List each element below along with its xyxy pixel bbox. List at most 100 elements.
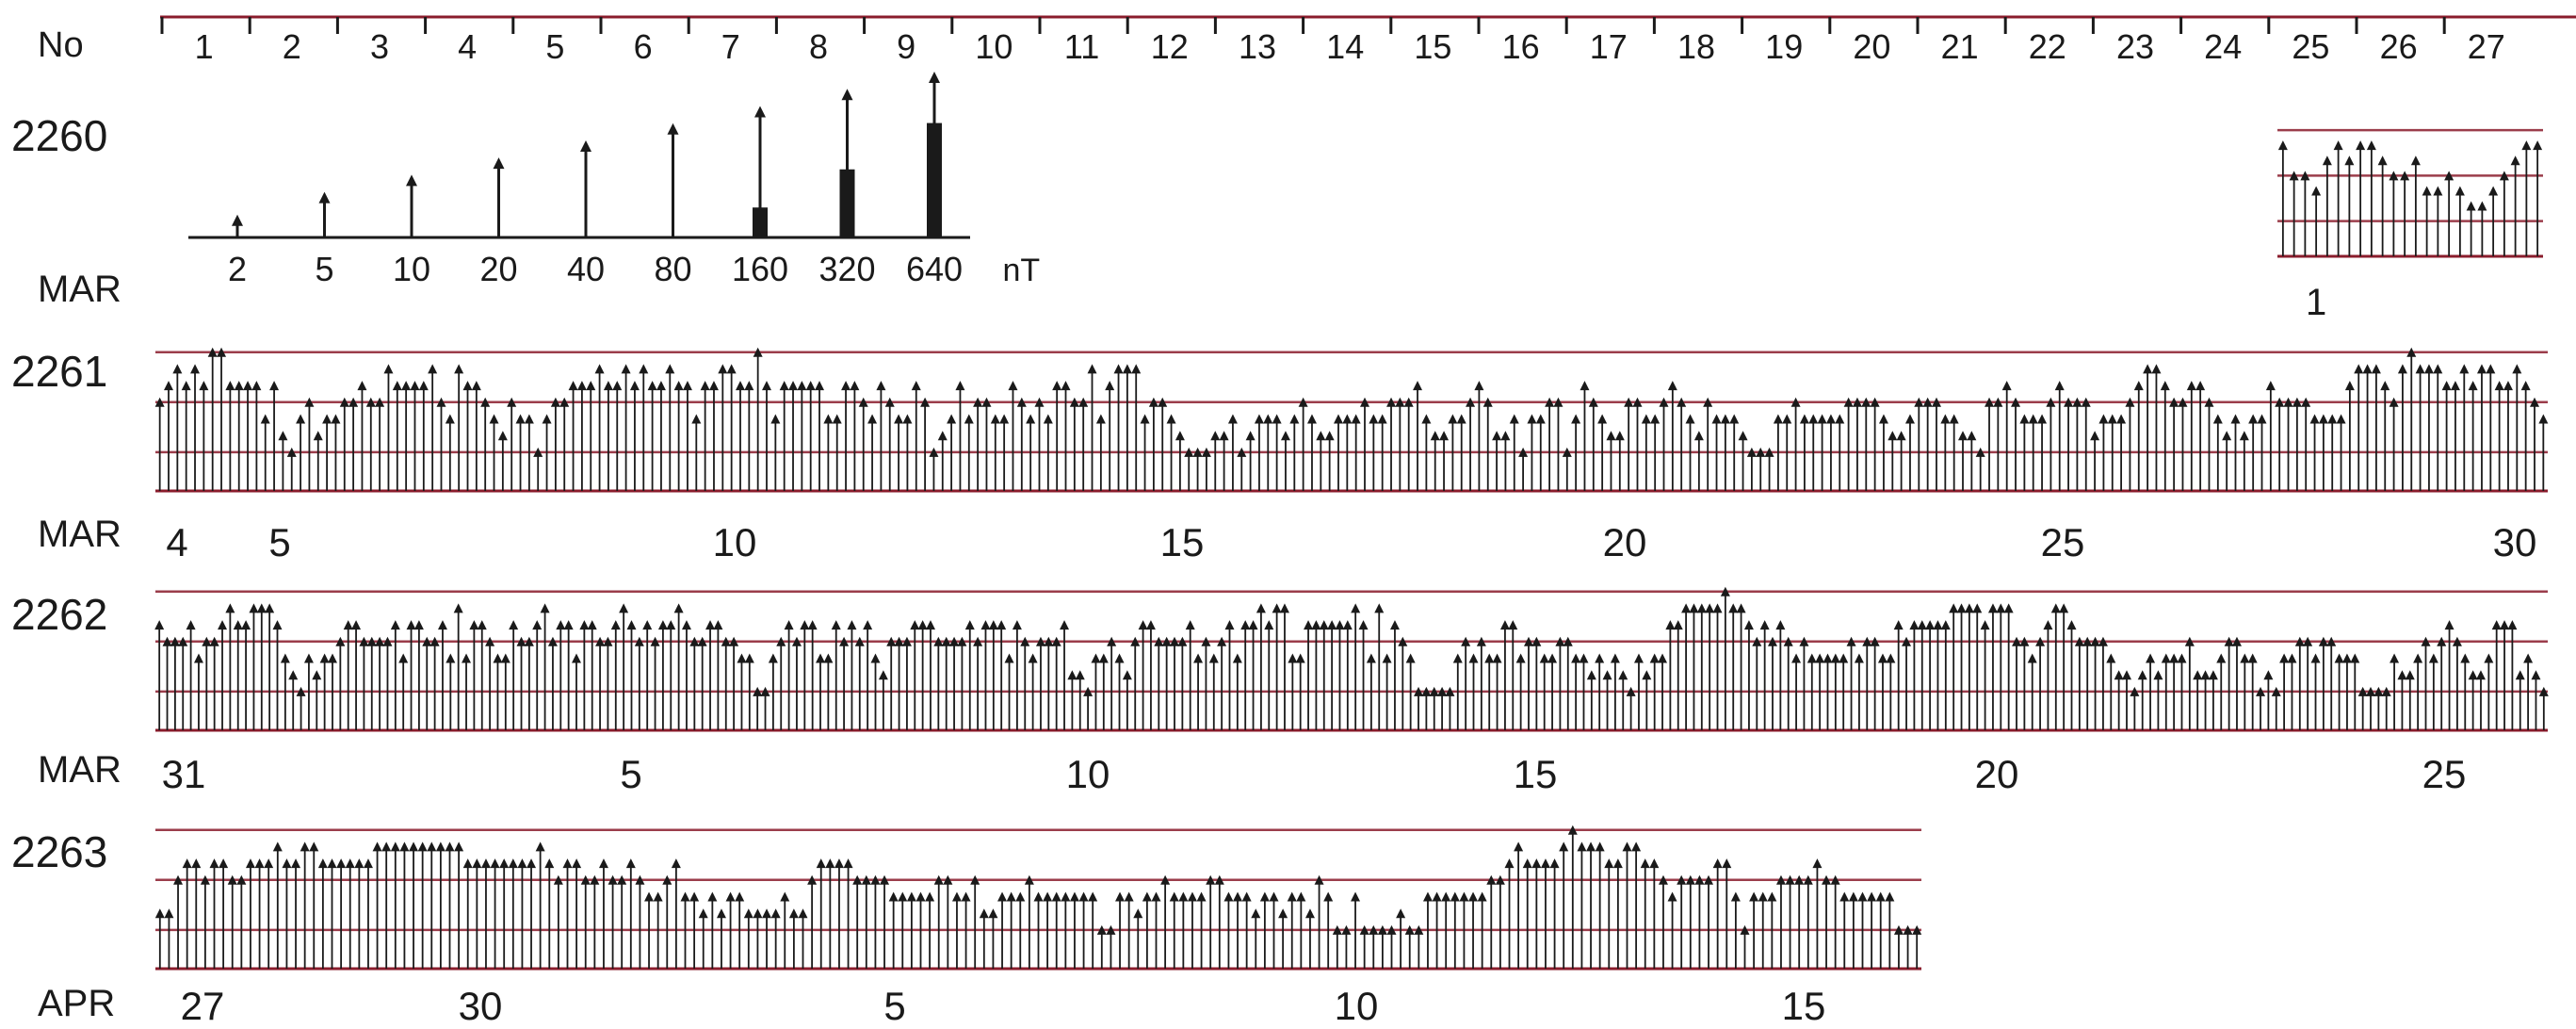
kp-bar-cap (1335, 620, 1345, 630)
kp-bar-cap (406, 620, 416, 630)
kp-bar-cap (251, 381, 262, 391)
kp-bar-cap (1026, 414, 1036, 424)
kp-bar-cap (562, 858, 573, 869)
kp-bar-cap (218, 620, 228, 630)
kp-bar-cap (915, 891, 926, 902)
kp-bar-cap (2494, 381, 2504, 391)
kp-bar-cap (2538, 414, 2549, 424)
rotation-day-header: No 1 2 3 4 5 6 7 8 9 10 11 12 13 14 15 16 17 18 19 20 21 22 23… (38, 15, 2576, 66)
kp-bar-cap (1468, 891, 1479, 902)
kp-bar-cap (1562, 447, 1572, 457)
kp-bar-cap (673, 381, 684, 391)
kp-bar-cap (363, 858, 373, 869)
kp-bar-cap (381, 841, 392, 852)
kp-bar-cap (707, 891, 718, 902)
kp-bar-cap (1482, 397, 1493, 407)
kp-bar-cap (2230, 414, 2241, 424)
rotation-number-label: 2261 (11, 347, 107, 396)
kp-bar-cap (1248, 620, 1258, 630)
kp-bar-cap (708, 381, 719, 391)
kp-bar-cap (499, 858, 510, 869)
header-day-label: 8 (809, 27, 828, 66)
header-day-label: 25 (2292, 27, 2329, 66)
kp-bar-cap (850, 381, 860, 391)
kp-bar-cap (164, 381, 174, 391)
kp-bar-cap (1241, 891, 1252, 902)
kp-bar-cap (1993, 397, 2003, 407)
kp-bar-cap (357, 381, 367, 391)
kp-bar-cap (1499, 620, 1510, 630)
kp-bar-cap (1492, 431, 1502, 441)
kp-bar-cap (2106, 653, 2116, 663)
kp-bar-cap (760, 686, 770, 696)
kp-bar-cap (2421, 636, 2431, 646)
kp-bar-cap (1078, 891, 1089, 902)
kp-bar-cap (304, 397, 315, 407)
kp-bar-cap (1217, 636, 1227, 646)
kp-bar-cap (2336, 414, 2346, 424)
legend-filled-bar (753, 207, 768, 237)
kp-bar-cap (1586, 841, 1596, 852)
kp-bar-cap (1319, 620, 1329, 630)
kp-bar-cap (1812, 858, 1823, 869)
kp-bar-cap (1782, 414, 1792, 424)
kp-bar-cap (2090, 431, 2100, 441)
kp-bar-cap (1553, 397, 1563, 407)
kp-bar-cap (427, 841, 437, 852)
kp-bar-cap (1185, 620, 1195, 630)
kp-bar-cap (462, 858, 473, 869)
kp-bar-cap (1078, 397, 1089, 407)
month-label: MAR (38, 514, 122, 555)
kp-bar-cap (1896, 431, 1906, 441)
rotation-row-2263: 2263 APR 27 30 5 10 15 (11, 825, 1922, 1028)
kp-bar-cap (2454, 186, 2465, 196)
kp-bar-cap (454, 364, 464, 374)
kp-bar-cap (662, 874, 672, 885)
kp-bar-cap (1051, 636, 1061, 646)
kp-bar-cap (2366, 140, 2376, 151)
kp-bar-cap (1044, 636, 1054, 646)
kp-bar-cap (1509, 414, 1519, 424)
kp-bar-cap (1414, 924, 1424, 935)
kp-bar-cap (312, 670, 322, 680)
kp-bar-cap (343, 620, 353, 630)
kp-bar-cap (587, 620, 597, 630)
kp-bar-cap (816, 858, 826, 869)
kp-bar-cap (1893, 924, 1904, 935)
kp-bar-cap (1272, 603, 1282, 613)
kp-bar-cap (354, 858, 365, 869)
kp-bar-cap (2072, 397, 2082, 407)
kp-bar-cap (689, 891, 700, 902)
kp-bar-cap (2499, 171, 2509, 181)
kp-bar-cap (925, 891, 935, 902)
kp-bar-cap (798, 908, 808, 919)
kp-bar-cap (1067, 670, 1077, 680)
kp-bar-cap (1852, 397, 1862, 407)
kp-bar-cap (626, 620, 637, 630)
kp-bar-cap (1441, 891, 1451, 902)
kp-bar-cap (2357, 686, 2368, 696)
kp-bar-cap (2043, 620, 2053, 630)
kp-bar-cap (870, 653, 881, 663)
day-tick-label: 5 (268, 520, 290, 564)
kp-bar-cap (816, 653, 826, 663)
kp-bar-cap (666, 620, 676, 630)
kp-bar-cap (533, 447, 543, 457)
kp-bar-cap (910, 620, 920, 630)
kp-bar-cap (725, 891, 736, 902)
kp-bar-cap (1160, 874, 1171, 885)
kp-bar-cap (768, 653, 778, 663)
kp-bar-cap (2326, 636, 2337, 646)
kp-bar-cap (665, 364, 675, 374)
header-day-label: 10 (975, 27, 1013, 66)
kp-bar-cap (1351, 603, 1361, 613)
kp-bar-cap (1008, 381, 1018, 391)
kp-bar-cap (973, 636, 983, 646)
kp-bar-cap (1259, 891, 1270, 902)
kp-bar-cap (417, 841, 428, 852)
kp-bar-cap (1720, 414, 1730, 424)
kp-bar-cap (2344, 155, 2355, 166)
kp-bar-cap (265, 603, 275, 613)
rotation-row-2261: 2261 MAR 4 5 10 15 20 25 30 (11, 347, 2549, 564)
kp-bar-cap (383, 364, 394, 374)
